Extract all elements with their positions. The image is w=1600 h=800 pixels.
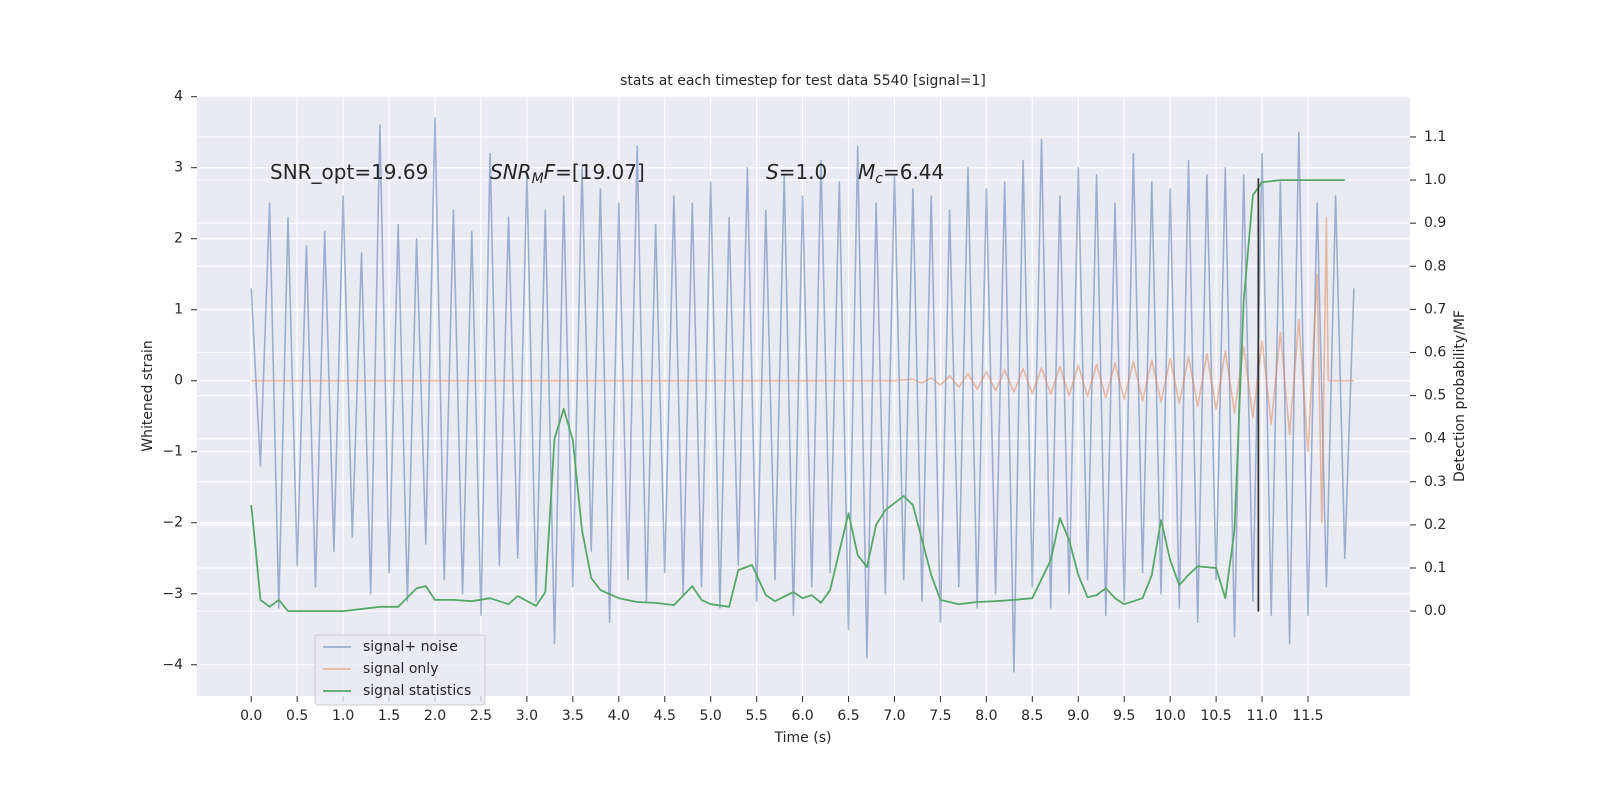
legend: signal+ noise signal only signal statistic…	[314, 634, 486, 706]
y-tick-label: 3	[174, 160, 183, 176]
y2-tick-label: 0.2	[1424, 517, 1446, 533]
y2-axis-label: Detection probability/MF	[1452, 310, 1468, 482]
annotation-part: F	[544, 160, 556, 184]
y-tick-label: 4	[174, 89, 183, 105]
annotation-part: M	[858, 160, 875, 184]
annotation: Mc=6.44	[858, 160, 944, 188]
annotation-part: =[19.07]	[555, 160, 645, 184]
x-tick-label: 9.5	[1113, 708, 1135, 724]
x-tick-label: 5.0	[700, 708, 722, 724]
legend-label: signal statistics	[363, 683, 471, 699]
x-tick-label: 3.0	[516, 708, 538, 724]
x-tick-label: 8.5	[1021, 708, 1043, 724]
x-tick-label: 8.0	[975, 708, 997, 724]
y2-tick-label: 0.5	[1424, 388, 1446, 404]
y2-tick-label: 0.0	[1424, 603, 1446, 619]
x-tick-label: 7.5	[929, 708, 951, 724]
chart-title: stats at each timestep for test data 554…	[620, 73, 986, 89]
series-line	[250, 117, 1355, 673]
x-tick-label: 0.5	[286, 708, 308, 724]
annotation-part: SNR_opt=19.69	[270, 160, 428, 184]
series-line	[250, 179, 1345, 612]
annotation-part: M	[532, 171, 544, 187]
x-tick-label: 10.5	[1201, 708, 1232, 724]
y2-tick-label: 0.8	[1424, 258, 1446, 274]
y-tick-label: −4	[162, 657, 183, 673]
x-tick-label: 6.5	[837, 708, 859, 724]
y2-tick-label: 0.9	[1424, 215, 1446, 231]
x-tick-label: 1.5	[378, 708, 400, 724]
annotation-part: SNR	[490, 160, 532, 184]
x-tick-label: 3.5	[562, 708, 584, 724]
x-tick-label: 11.0	[1246, 708, 1277, 724]
x-tick-label: 2.5	[470, 708, 492, 724]
y2-tick-label: 0.7	[1424, 301, 1446, 317]
x-tick-label: 0.0	[240, 708, 262, 724]
annotation: SNR_opt=19.69	[270, 160, 428, 184]
y2-tick-label: 0.4	[1424, 431, 1446, 447]
y2-tick-label: 0.3	[1424, 474, 1446, 490]
y-tick-label: −3	[162, 586, 183, 602]
legend-label: signal only	[363, 661, 438, 677]
x-tick-label: 10.0	[1155, 708, 1186, 724]
x-tick-label: 7.0	[883, 708, 905, 724]
y2-tick-label: 1.1	[1424, 129, 1446, 145]
legend-label: signal+ noise	[363, 639, 458, 655]
x-tick-label: 11.5	[1292, 708, 1323, 724]
annotation-part: =1.0	[779, 160, 828, 184]
y-tick-label: −2	[162, 515, 183, 531]
x-tick-label: 5.5	[746, 708, 768, 724]
legend-box	[314, 634, 486, 706]
annotation-part: S	[766, 160, 779, 184]
annotation-part: c	[875, 171, 883, 187]
y-tick-label: −1	[162, 444, 183, 460]
annotation: SNRMF=[19.07]	[490, 160, 645, 188]
x-axis-label: Time (s)	[774, 730, 832, 746]
y-tick-label: 0	[174, 373, 183, 389]
annotation: S=1.0	[766, 160, 827, 184]
y-tick-label: 2	[174, 231, 183, 247]
annotation-part: =6.44	[883, 160, 944, 184]
y2-tick-label: 0.6	[1424, 344, 1446, 360]
x-tick-label: 1.0	[332, 708, 354, 724]
y-axis-label: Whitened strain	[140, 340, 156, 451]
x-tick-label: 9.0	[1067, 708, 1089, 724]
y-tick-label: 1	[174, 302, 183, 318]
x-tick-label: 4.0	[608, 708, 630, 724]
series-line	[251, 216, 1354, 524]
y2-tick-label: 0.1	[1424, 560, 1446, 576]
x-tick-label: 2.0	[424, 708, 446, 724]
y2-tick-label: 1.0	[1424, 172, 1446, 188]
x-tick-label: 4.5	[654, 708, 676, 724]
x-tick-label: 6.0	[791, 708, 813, 724]
